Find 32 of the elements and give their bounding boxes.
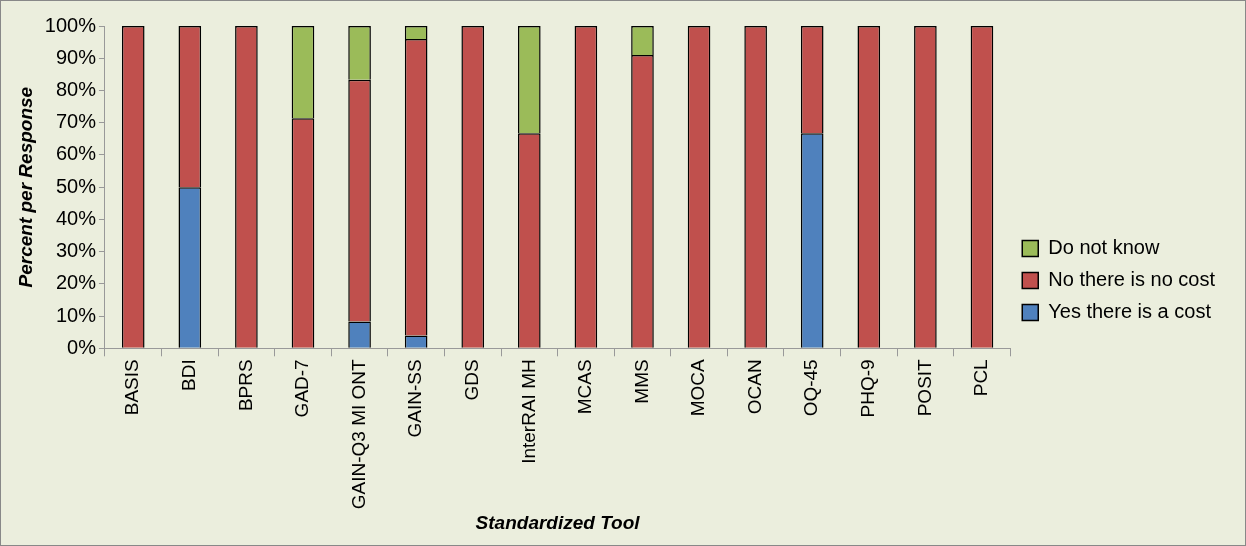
y-tick-label: 20%	[55, 271, 97, 294]
y-tick-label: 70%	[55, 110, 97, 133]
y-tick-label: 40%	[55, 206, 97, 229]
y-tick-label: 80%	[55, 77, 97, 100]
y-tick-label: 100%	[44, 13, 97, 36]
x-tick-label: MMS	[630, 359, 652, 404]
y-tick-label: 30%	[55, 239, 97, 262]
y-tick-label: 10%	[55, 303, 97, 326]
x-tick-label: BPRS	[234, 359, 256, 412]
legend-label: Yes there is a cost	[1048, 300, 1212, 323]
x-tick-label: GAD-7	[291, 359, 313, 418]
x-tick-label: GAIN-Q3 MI ONT	[347, 358, 369, 510]
x-tick-label: PCL	[970, 359, 992, 397]
x-tick-label: PHQ-9	[857, 359, 879, 418]
legend-label: No there is no cost	[1048, 268, 1216, 291]
x-tick-label: BASIS	[121, 359, 143, 416]
x-tick-label: OCAN	[743, 359, 765, 415]
x-tick-label: OQ-45	[800, 359, 822, 417]
y-axis-title: Percent per Response	[14, 86, 36, 288]
x-tick-label: GDS	[460, 359, 482, 401]
x-tick-label: MCAS	[574, 359, 596, 415]
x-tick-label: InterRAI MH	[517, 359, 539, 464]
y-tick-label: 90%	[55, 45, 97, 68]
y-tick-label: 50%	[55, 174, 97, 197]
x-tick-label: BDI	[178, 359, 200, 391]
y-tick-label: 0%	[67, 335, 97, 358]
x-tick-label: GAIN-SS	[404, 359, 426, 438]
x-tick-label: POSIT	[913, 358, 935, 417]
x-tick-label: MOCA	[687, 358, 709, 417]
legend-label: Do not know	[1048, 236, 1160, 259]
x-axis-title: Standardized Tool	[475, 511, 641, 533]
y-tick-label: 60%	[55, 142, 97, 165]
